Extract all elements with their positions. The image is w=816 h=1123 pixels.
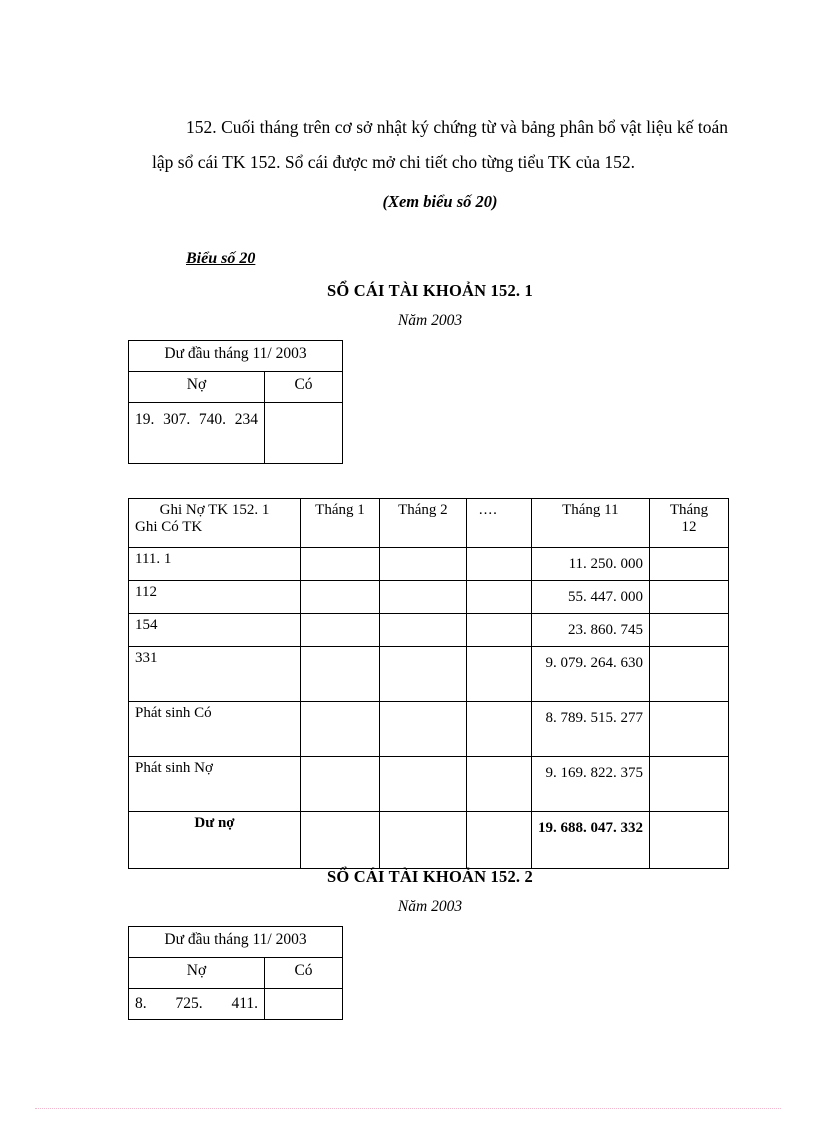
see-form-note: (Xem biểu số 20) <box>382 192 498 211</box>
cell-month-11: 19. 688. 047. 332 <box>530 811 651 869</box>
cell-month-2 <box>378 547 467 581</box>
header-account-column: Ghi Nợ TK 152. 1 Ghi Có TK <box>128 498 301 548</box>
ledger-year-1521: Năm 2003 <box>397 312 463 329</box>
cell-month-12 <box>649 756 729 812</box>
cell-months-ellipsis <box>465 646 532 702</box>
table-header-row: Ghi Nợ TK 152. 1 Ghi Có TK Tháng 1 Tháng… <box>128 498 729 548</box>
table-row: Dư nợ 19. 688. 047. 332 <box>128 811 729 869</box>
ledger-year-1522: Năm 2003 <box>397 898 463 915</box>
cell-month-1 <box>300 701 380 757</box>
opening-col-credit-1522: Có <box>264 957 343 989</box>
header-month-12-line2: 12 <box>681 519 697 535</box>
cell-month-1 <box>300 811 380 869</box>
table-row: 19. 307. 740. 234 <box>128 402 343 464</box>
cell-month-12 <box>649 613 729 647</box>
cell-account: Phát sinh Có <box>128 701 301 757</box>
cell-month-11: 55. 447. 000 <box>530 580 651 614</box>
ledger-title-1521: SỔ CÁI TÀI KHOẢN 152. 1 <box>327 281 533 300</box>
cell-month-12 <box>649 646 729 702</box>
page-separator-line <box>35 1108 781 1109</box>
header-account-line1: Ghi Nợ TK 152. 1 <box>159 502 270 518</box>
table-row: 111. 1 11. 250. 000 <box>128 547 729 581</box>
header-month-12: Tháng 12 <box>649 498 729 548</box>
cell-months-ellipsis <box>465 756 532 812</box>
cell-account: 154 <box>128 613 301 647</box>
cell-account: 111. 1 <box>128 547 301 581</box>
opening-balance-caption-1521: Dư đầu tháng 11/ 2003 <box>128 340 343 372</box>
intro-paragraph: 152. Cuối tháng trên cơ sở nhật ký chứng… <box>152 110 728 180</box>
cell-month-11: 11. 250. 000 <box>530 547 651 581</box>
table-row: Nợ Có <box>128 957 343 989</box>
cell-month-11: 9. 079. 264. 630 <box>530 646 651 702</box>
form-number-label: Biểu số 20 <box>186 250 256 267</box>
cell-month-2 <box>378 646 467 702</box>
cell-month-12 <box>649 580 729 614</box>
cell-month-1 <box>300 547 380 581</box>
cell-months-ellipsis <box>465 701 532 757</box>
cell-month-2 <box>378 811 467 869</box>
table-row: 331 9. 079. 264. 630 <box>128 646 729 702</box>
header-month-11: Tháng 11 <box>530 498 651 548</box>
cell-account: 331 <box>128 646 301 702</box>
cell-month-1 <box>300 613 380 647</box>
opening-balance-caption-1522: Dư đầu tháng 11/ 2003 <box>128 926 343 958</box>
opening-balance-table-1522: Dư đầu tháng 11/ 2003 Nợ Có 8. 725. 411. <box>128 926 343 1020</box>
cell-month-12 <box>649 547 729 581</box>
cell-month-2 <box>378 701 467 757</box>
cell-months-ellipsis <box>465 613 532 647</box>
table-row: 154 23. 860. 745 <box>128 613 729 647</box>
header-account-line2: Ghi Có TK <box>135 519 203 535</box>
cell-account: Phát sinh Nợ <box>128 756 301 812</box>
table-row: Phát sinh Nợ 9. 169. 822. 375 <box>128 756 729 812</box>
cell-months-ellipsis <box>465 547 532 581</box>
cell-month-11: 8. 789. 515. 277 <box>530 701 651 757</box>
cell-month-2 <box>378 613 467 647</box>
table-row: Dư đầu tháng 11/ 2003 <box>128 340 343 372</box>
table-row: 112 55. 447. 000 <box>128 580 729 614</box>
opening-balance-table-1521: Dư đầu tháng 11/ 2003 Nợ Có 19. 307. 740… <box>128 340 343 464</box>
table-row: Dư đầu tháng 11/ 2003 <box>128 926 343 958</box>
table-row: Phát sinh Có 8. 789. 515. 277 <box>128 701 729 757</box>
ledger-table-1521: Ghi Nợ TK 152. 1 Ghi Có TK Tháng 1 Tháng… <box>128 498 729 869</box>
cell-account: 112 <box>128 580 301 614</box>
opening-col-debit-1521: Nợ <box>128 371 265 403</box>
opening-debit-value-1522: 8. 725. 411. <box>128 988 265 1020</box>
header-months-ellipsis: .... <box>465 498 532 548</box>
header-month-2: Tháng 2 <box>378 498 467 548</box>
opening-col-credit-1521: Có <box>264 371 343 403</box>
cell-months-ellipsis <box>465 580 532 614</box>
cell-month-2 <box>378 756 467 812</box>
header-month-1: Tháng 1 <box>300 498 380 548</box>
cell-month-12 <box>649 701 729 757</box>
header-month-12-line1: Tháng <box>669 502 709 518</box>
opening-col-debit-1522: Nợ <box>128 957 265 989</box>
opening-credit-value-1521 <box>264 402 343 464</box>
cell-months-ellipsis <box>465 811 532 869</box>
cell-month-11: 9. 169. 822. 375 <box>530 756 651 812</box>
ledger-title-1522: SỔ CÁI TÀI KHOẢN 152. 2 <box>327 867 533 886</box>
cell-month-1 <box>300 756 380 812</box>
cell-account: Dư nợ <box>128 811 301 869</box>
cell-month-1 <box>300 580 380 614</box>
cell-month-2 <box>378 580 467 614</box>
opening-credit-value-1522 <box>264 988 343 1020</box>
table-row: Nợ Có <box>128 371 343 403</box>
intro-paragraph-text: 152. Cuối tháng trên cơ sở nhật ký chứng… <box>152 116 728 172</box>
cell-month-12 <box>649 811 729 869</box>
opening-debit-value-1521: 19. 307. 740. 234 <box>128 402 265 464</box>
table-row: 8. 725. 411. <box>128 988 343 1020</box>
cell-month-11: 23. 860. 745 <box>530 613 651 647</box>
cell-month-1 <box>300 646 380 702</box>
